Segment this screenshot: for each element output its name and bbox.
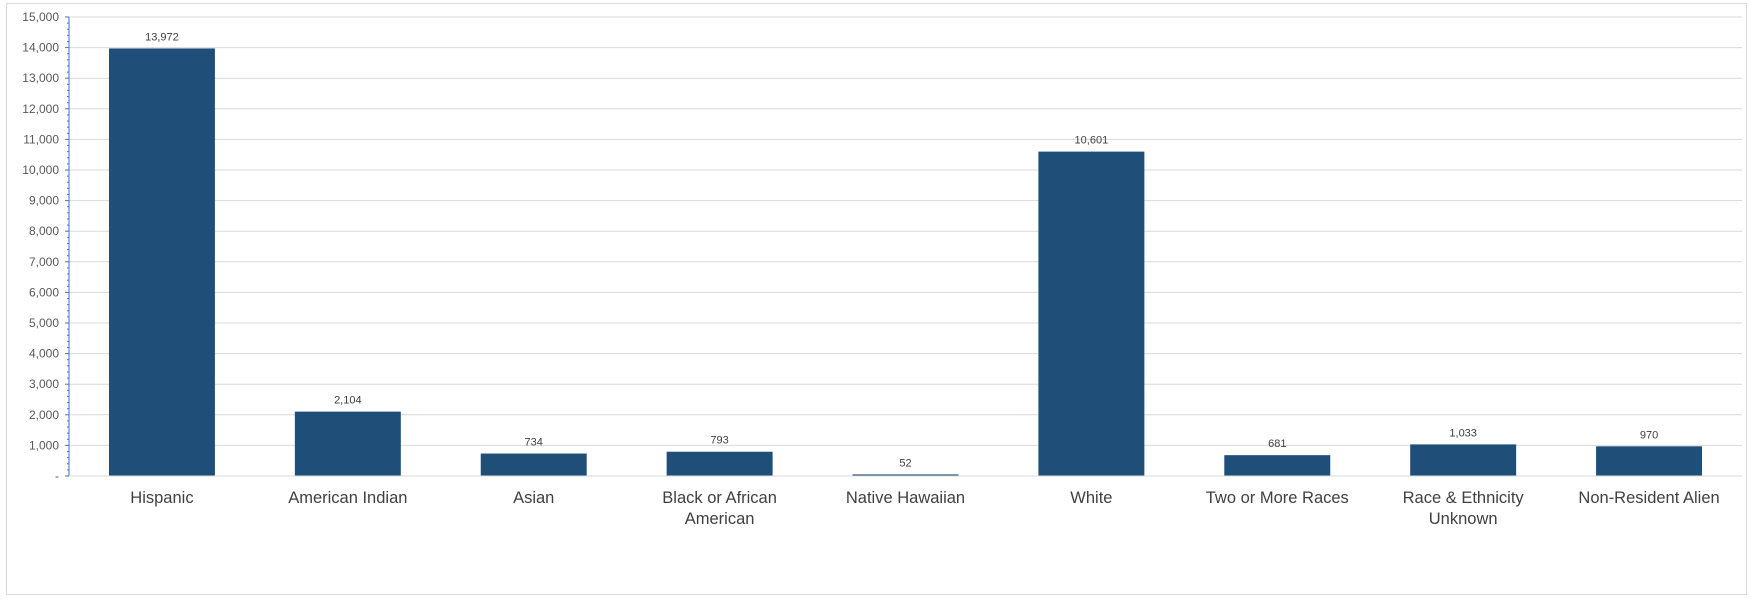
y-tick-label: 8,000 <box>29 224 59 238</box>
y-tick-label: 14,000 <box>22 41 59 55</box>
data-label: 52 <box>899 457 911 469</box>
bars <box>108 48 1703 477</box>
category-label: Unknown <box>1429 510 1498 528</box>
axes <box>65 16 1742 477</box>
bar <box>108 48 215 477</box>
category-label: Two or More Races <box>1206 489 1349 507</box>
bar <box>1038 151 1145 476</box>
y-tick-label: 12,000 <box>22 102 59 116</box>
bar <box>294 411 401 476</box>
data-label: 793 <box>710 435 728 447</box>
category-label: American <box>685 510 755 528</box>
bar <box>666 451 773 476</box>
category-label: Hispanic <box>130 489 193 507</box>
y-tick-label: 9,000 <box>29 194 59 208</box>
data-label: 970 <box>1640 429 1658 441</box>
category-label: Race & Ethnicity <box>1403 489 1525 507</box>
category-label: American Indian <box>288 489 407 507</box>
y-tick-label: 1,000 <box>29 438 59 452</box>
y-tick-label: 13,000 <box>22 71 59 85</box>
category-label: Non-Resident Alien <box>1578 489 1719 507</box>
labels: - 1,000 2,000 3,000 4,000 5,000 6,000 7,000 8,00… <box>22 10 1719 528</box>
y-tick-label: 3,000 <box>29 377 59 391</box>
y-tick-label: 6,000 <box>29 285 59 299</box>
y-tick-label: 10,000 <box>22 163 59 177</box>
bar <box>1410 444 1517 476</box>
data-label: 734 <box>525 437 543 449</box>
gridlines <box>69 16 1742 446</box>
category-label: Native Hawaiian <box>846 489 965 507</box>
bar <box>480 453 587 476</box>
y-tick-label: 4,000 <box>29 347 59 361</box>
y-tick-label: 5,000 <box>29 316 59 330</box>
y-tick-label: - <box>55 469 59 483</box>
y-tick-label: 2,000 <box>29 408 59 422</box>
category-label: White <box>1070 489 1112 507</box>
data-label: 10,601 <box>1075 135 1109 147</box>
bar <box>1596 446 1703 476</box>
data-label: 13,972 <box>145 31 179 43</box>
bar-chart: - 1,000 2,000 3,000 4,000 5,000 6,000 7,000 8,00… <box>22 10 1742 528</box>
y-tick-label: 7,000 <box>29 255 59 269</box>
data-label: 681 <box>1268 438 1286 450</box>
category-label: Black or African <box>662 489 777 507</box>
bar <box>1224 455 1331 476</box>
category-label: Asian <box>513 489 554 507</box>
chart-area: - 1,000 2,000 3,000 4,000 5,000 6,000 7,000 8,00… <box>6 3 1747 595</box>
y-tick-label: 11,000 <box>23 132 59 146</box>
bar <box>852 474 959 476</box>
data-label: 2,104 <box>334 395 362 407</box>
data-label: 1,033 <box>1449 427 1477 439</box>
y-tick-label: 15,000 <box>22 10 59 24</box>
